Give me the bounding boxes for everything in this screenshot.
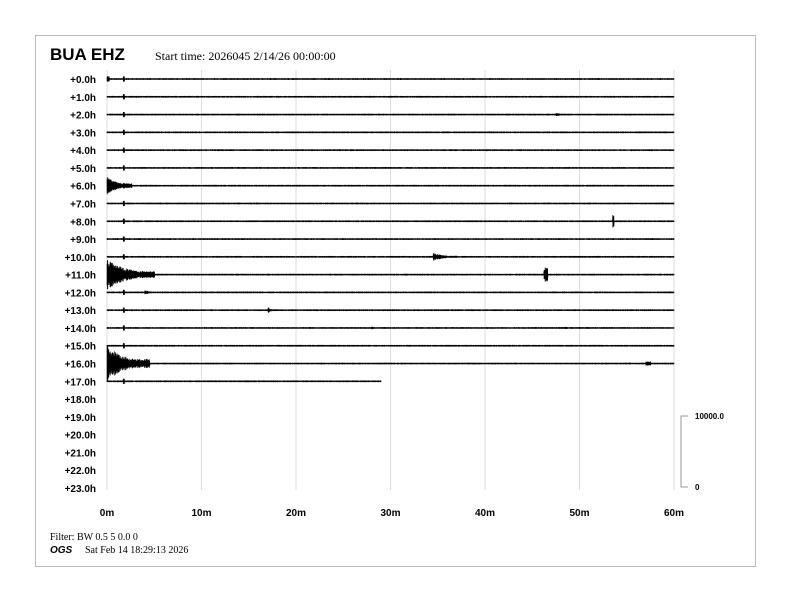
trace-row (106, 94, 675, 100)
row-label: +3.0h (70, 128, 96, 139)
row-label: +15.0h (65, 342, 96, 353)
row-label: +23.0h (65, 484, 96, 495)
row-label: +5.0h (70, 164, 96, 175)
x-tick-label: 0m (100, 508, 115, 519)
station-title: BUA EHZ (50, 45, 125, 64)
row-label: +1.0h (70, 93, 96, 104)
x-tick-label: 10m (191, 508, 211, 519)
trace-row (106, 214, 675, 228)
row-label: +10.0h (65, 253, 96, 264)
trace-row (106, 307, 675, 313)
x-tick-label: 20m (286, 508, 306, 519)
row-label: +8.0h (70, 217, 96, 228)
trace-row (106, 343, 675, 349)
scale-min-label: 0 (695, 483, 700, 492)
row-label: +17.0h (65, 377, 96, 388)
x-tick-label: 60m (664, 508, 684, 519)
row-label: +16.0h (65, 360, 96, 371)
row-label: +14.0h (65, 324, 96, 335)
scale-max-label: 10000.0 (695, 412, 724, 421)
trace-row (106, 289, 675, 296)
trace-row (106, 165, 675, 171)
trace-row (106, 252, 675, 261)
trace-row (106, 378, 382, 384)
row-label: +19.0h (65, 413, 96, 424)
trace-row (106, 111, 675, 118)
trace-row (106, 176, 675, 195)
trace-row (106, 147, 675, 153)
start-time: Start time: 2026045 2/14/26 00:00:00 (155, 49, 336, 63)
x-tick-label: 50m (569, 508, 589, 519)
row-label: +12.0h (65, 288, 96, 299)
row-label: +22.0h (65, 466, 96, 477)
trace-row (106, 345, 675, 382)
trace-row (106, 129, 675, 135)
row-label: +11.0h (65, 271, 96, 282)
row-label: +6.0h (70, 182, 96, 193)
trace-row (106, 76, 675, 82)
x-tick-label: 30m (380, 508, 400, 519)
filter-info: Filter: BW 0.5 5 0.0 0 (50, 532, 138, 543)
row-label: +13.0h (65, 306, 96, 317)
trace-row (106, 325, 675, 331)
row-label: +20.0h (65, 431, 96, 442)
helicorder-frame (35, 35, 756, 567)
x-tick-label: 40m (475, 508, 495, 519)
trace-row (106, 259, 675, 290)
printed-time: Sat Feb 14 18:29:13 2026 (85, 545, 189, 556)
row-label: +9.0h (70, 235, 96, 246)
row-label: +7.0h (70, 199, 96, 210)
org-label: OGS (50, 545, 73, 556)
row-label: +18.0h (65, 395, 96, 406)
row-label: +2.0h (70, 111, 96, 122)
trace-row (106, 200, 675, 207)
row-label: +0.0h (70, 75, 96, 86)
row-label: +21.0h (65, 448, 96, 459)
scale-bar (680, 415, 688, 488)
trace-row (106, 236, 675, 242)
row-label: +4.0h (70, 146, 96, 157)
